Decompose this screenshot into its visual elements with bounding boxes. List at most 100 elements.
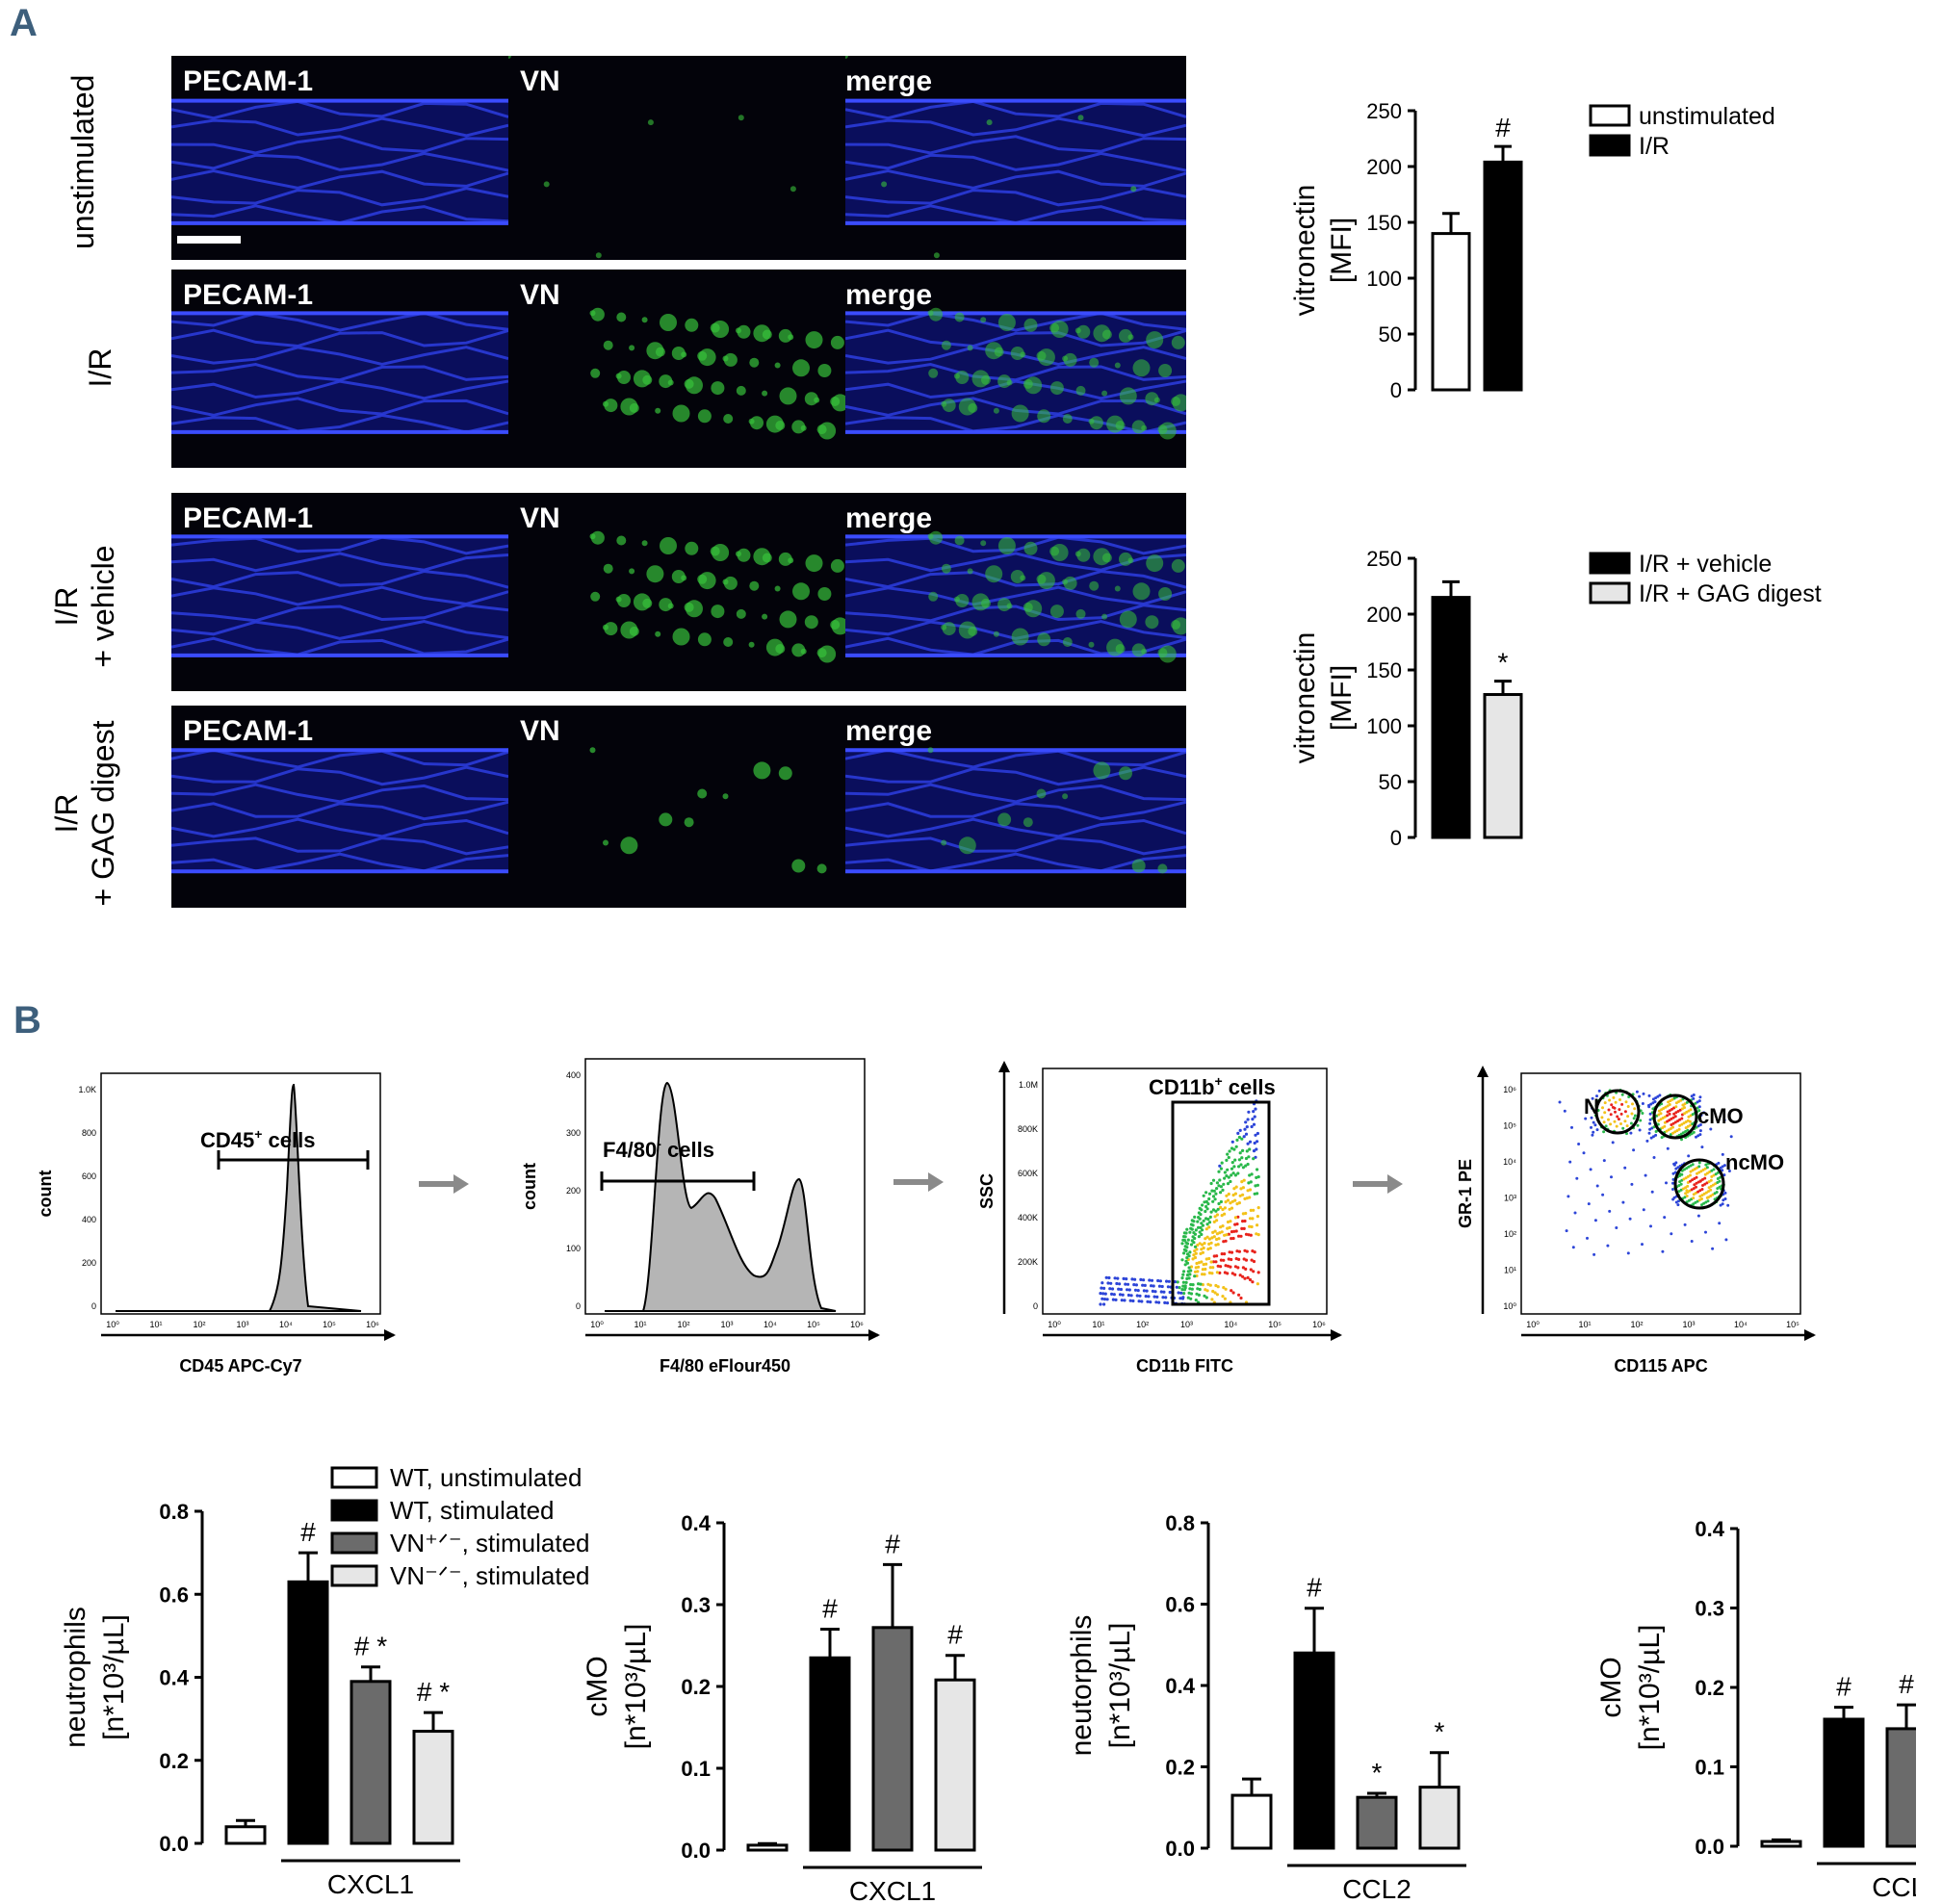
vn-signal: [1024, 600, 1043, 618]
vessel-strand: [171, 99, 508, 120]
vn-signal: [774, 585, 781, 592]
event-dot: [1102, 1298, 1107, 1301]
event-dot: [1692, 1096, 1696, 1100]
event-dot: [1110, 1287, 1115, 1291]
y-tick-label: 800K: [1018, 1124, 1038, 1134]
significance-mark: # *: [417, 1677, 450, 1707]
event-dot: [1210, 1272, 1214, 1275]
event-dot: [1210, 1236, 1214, 1240]
vn-signal: [1101, 329, 1112, 340]
bar: [1431, 596, 1471, 839]
event-dot: [1698, 1133, 1702, 1137]
significance-mark: #: [1495, 113, 1511, 142]
event-dot: [1696, 1190, 1700, 1194]
event-dot: [1256, 1223, 1259, 1227]
event-dot: [1592, 1252, 1596, 1256]
event-dot: [1700, 1194, 1704, 1197]
vn-signal: [1062, 637, 1073, 647]
vn-signal: [1158, 587, 1173, 601]
x-axis-label: F4/80 eFlour450: [660, 1356, 790, 1376]
channel-label-merge: merge: [845, 279, 933, 311]
event-dot: [1686, 1128, 1690, 1132]
event-dot: [1244, 1132, 1249, 1136]
vessel-strand: [171, 604, 508, 623]
event-dot: [1666, 1114, 1670, 1118]
y-tick-label: 0.8: [159, 1500, 189, 1524]
event-dot: [1573, 1211, 1577, 1215]
vn-signal: [711, 381, 725, 396]
vn-signal: [1037, 348, 1055, 367]
vn-signal: [736, 385, 746, 396]
event-dot: [1241, 1220, 1245, 1223]
event-dot: [1117, 1287, 1121, 1291]
event-dot: [1184, 1280, 1188, 1284]
event-dot: [1686, 1174, 1690, 1178]
vn-signal: [928, 368, 939, 378]
event-dot: [1152, 1284, 1155, 1288]
event-dot: [1213, 1197, 1217, 1201]
event-dot: [1101, 1292, 1105, 1296]
event-dot: [1568, 1160, 1572, 1164]
vn-signal: [1153, 397, 1160, 403]
event-dot: [1243, 1196, 1247, 1200]
vessel-strand: [171, 748, 508, 769]
y-tick-label: 200: [1366, 603, 1402, 627]
y-axis-label-text: GR-1 PE: [1456, 1159, 1475, 1228]
event-dot: [1197, 1293, 1201, 1297]
event-dot: [1230, 1250, 1234, 1254]
event-dot: [1240, 1180, 1244, 1184]
y-tick-label: 150: [1366, 658, 1402, 682]
x-tick-label: 10³: [1682, 1320, 1695, 1329]
event-dot: [1697, 1165, 1701, 1169]
y-tick-label: 200: [82, 1258, 96, 1268]
event-dot: [1211, 1199, 1215, 1203]
vn-signal: [641, 317, 648, 323]
event-dot: [1244, 1156, 1249, 1161]
x-axis-label: CD11b FITC: [1136, 1356, 1233, 1376]
event-dot: [1238, 1194, 1242, 1197]
y-tick-label: 0.1: [1695, 1756, 1724, 1780]
y-axis-label-text: count: [520, 1163, 539, 1210]
vn-signal: [814, 397, 820, 403]
event-dot: [1692, 1187, 1696, 1191]
event-dot: [1143, 1283, 1147, 1287]
y-tick-label: 0.8: [1165, 1511, 1195, 1535]
event-dot: [1673, 1120, 1677, 1124]
vn-signal: [1063, 352, 1077, 367]
event-dot: [1671, 1131, 1674, 1135]
event-dot: [1609, 1122, 1613, 1126]
event-dot: [1190, 1287, 1194, 1291]
vn-signal: [1089, 357, 1100, 368]
event-dot: [1114, 1298, 1118, 1301]
event-dot: [1215, 1187, 1219, 1191]
legend-label: VN⁻ᐟ⁻, stimulated: [390, 1561, 590, 1590]
micro-image-row4-merge: merge: [845, 706, 1186, 908]
micro-image-row1-vn: VN: [508, 56, 845, 260]
event-dot: [1180, 1276, 1184, 1280]
event-dot: [1149, 1300, 1152, 1304]
event-dot: [1110, 1292, 1114, 1296]
bar: [1230, 1793, 1273, 1850]
event-dot: [1185, 1252, 1190, 1256]
event-dot: [1641, 1102, 1644, 1105]
vn-signal: [697, 632, 712, 647]
x-arrowhead: [1804, 1329, 1816, 1341]
channel-label-pecam: PECAM-1: [183, 715, 314, 747]
event-dot: [1237, 1201, 1241, 1205]
vn-signal: [1077, 115, 1084, 121]
event-dot: [1180, 1258, 1184, 1262]
event-dot: [1157, 1284, 1162, 1288]
event-dot: [1204, 1204, 1208, 1209]
event-dot: [1230, 1173, 1233, 1177]
vn-signal: [980, 317, 987, 323]
event-dot: [1233, 1222, 1237, 1226]
event-dot: [1668, 1112, 1671, 1116]
event-dot: [1229, 1179, 1232, 1184]
bar: [871, 1626, 914, 1852]
event-dot: [1597, 1089, 1601, 1093]
event-dot: [1103, 1292, 1107, 1296]
y-axis-label: SSC: [977, 1173, 997, 1209]
vn-signal: [604, 622, 618, 636]
event-dot: [1590, 1125, 1592, 1129]
